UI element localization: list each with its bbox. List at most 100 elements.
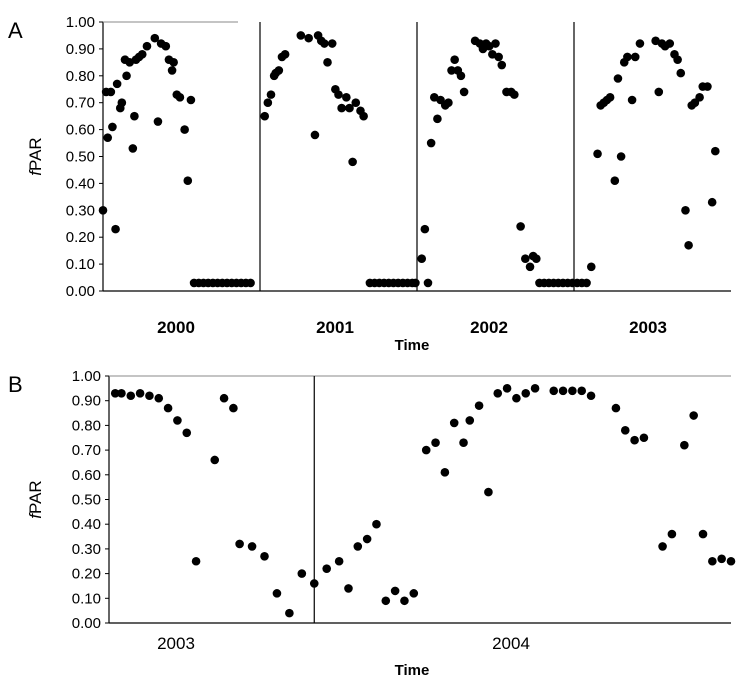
data-point — [108, 122, 117, 132]
data-point — [676, 68, 686, 78]
data-point — [586, 391, 596, 401]
y-tick-label: 0.90 — [66, 41, 95, 58]
data-point — [145, 391, 154, 401]
data-point — [130, 111, 139, 121]
data-point — [128, 144, 138, 153]
data-point — [334, 556, 344, 566]
data-point — [247, 542, 257, 551]
data-point — [322, 564, 332, 573]
data-point — [516, 222, 525, 231]
data-point — [635, 39, 645, 48]
data-point — [103, 133, 113, 142]
data-point — [423, 278, 433, 288]
data-point — [521, 388, 531, 398]
data-point — [465, 416, 475, 425]
data-point — [260, 111, 270, 121]
data-point — [417, 254, 427, 264]
data-point — [235, 539, 244, 549]
data-point — [577, 386, 587, 396]
data-point — [711, 146, 720, 156]
data-point — [665, 39, 675, 48]
data-point — [568, 386, 577, 396]
data-point — [409, 589, 419, 598]
data-point — [111, 224, 120, 234]
y-tick-label: 0.70 — [66, 95, 95, 112]
data-point — [280, 49, 290, 59]
data-point — [117, 98, 127, 107]
data-point — [219, 393, 229, 403]
data-point — [167, 66, 177, 75]
data-point — [474, 401, 484, 410]
data-point — [320, 39, 329, 48]
data-point — [126, 391, 136, 401]
y-tick-label: 0.20 — [72, 566, 101, 583]
x-category-label: 2004 — [492, 634, 530, 653]
data-point — [353, 542, 363, 551]
y-tick-label: 0.00 — [66, 283, 95, 300]
data-point — [183, 176, 193, 186]
data-point — [150, 33, 160, 43]
data-point — [266, 90, 276, 99]
data-point — [186, 95, 196, 105]
data-point — [620, 426, 630, 435]
data-point — [613, 74, 623, 83]
data-point — [420, 224, 430, 234]
data-point — [117, 388, 126, 398]
data-point — [630, 435, 639, 445]
y-tick-label: 0.10 — [66, 256, 95, 273]
data-point — [421, 445, 431, 455]
data-point — [459, 438, 468, 447]
y-axis-label: fPAR — [26, 137, 45, 175]
y-tick-label: 0.70 — [72, 442, 101, 459]
data-point — [142, 41, 152, 51]
data-point — [135, 388, 145, 398]
data-point — [285, 608, 294, 618]
y-tick-label: 0.60 — [66, 122, 95, 139]
data-point — [512, 393, 521, 403]
y-tick-label: 0.90 — [72, 393, 101, 410]
data-point — [175, 93, 185, 102]
y-tick-label: 0.20 — [66, 229, 95, 246]
data-point — [689, 411, 698, 420]
data-point — [582, 278, 591, 288]
data-point — [98, 206, 108, 215]
data-point — [426, 138, 436, 148]
data-point — [502, 384, 512, 393]
data-point — [274, 66, 284, 75]
data-point — [169, 58, 178, 67]
data-point — [484, 487, 493, 497]
data-point — [191, 556, 201, 566]
data-point — [362, 534, 372, 544]
data-point — [122, 71, 131, 81]
y-tick-label: 0.00 — [72, 615, 101, 632]
data-point — [449, 418, 459, 428]
data-point — [304, 33, 313, 43]
data-point — [154, 393, 164, 403]
data-point — [549, 386, 559, 396]
data-point — [272, 589, 282, 598]
data-point — [726, 556, 736, 566]
data-point — [323, 58, 332, 67]
y-tick-label: 1.00 — [66, 14, 95, 31]
data-point — [616, 152, 626, 161]
data-point — [153, 117, 163, 126]
y-tick-label: 1.00 — [72, 368, 101, 385]
data-point — [627, 95, 637, 105]
data-point — [510, 90, 519, 99]
data-point — [359, 111, 368, 121]
data-point — [182, 428, 192, 438]
x-category-label: 2001 — [316, 318, 354, 337]
data-point — [703, 82, 712, 91]
data-point — [623, 52, 632, 62]
data-point — [327, 39, 337, 48]
data-point — [440, 468, 450, 477]
y-tick-label: 0.80 — [72, 417, 101, 434]
data-point — [390, 586, 400, 596]
data-point — [447, 66, 456, 75]
data-point — [586, 262, 596, 272]
data-point — [210, 455, 220, 465]
data-point — [695, 93, 704, 102]
data-point — [698, 529, 708, 539]
x-category-label: 2003 — [157, 634, 195, 653]
